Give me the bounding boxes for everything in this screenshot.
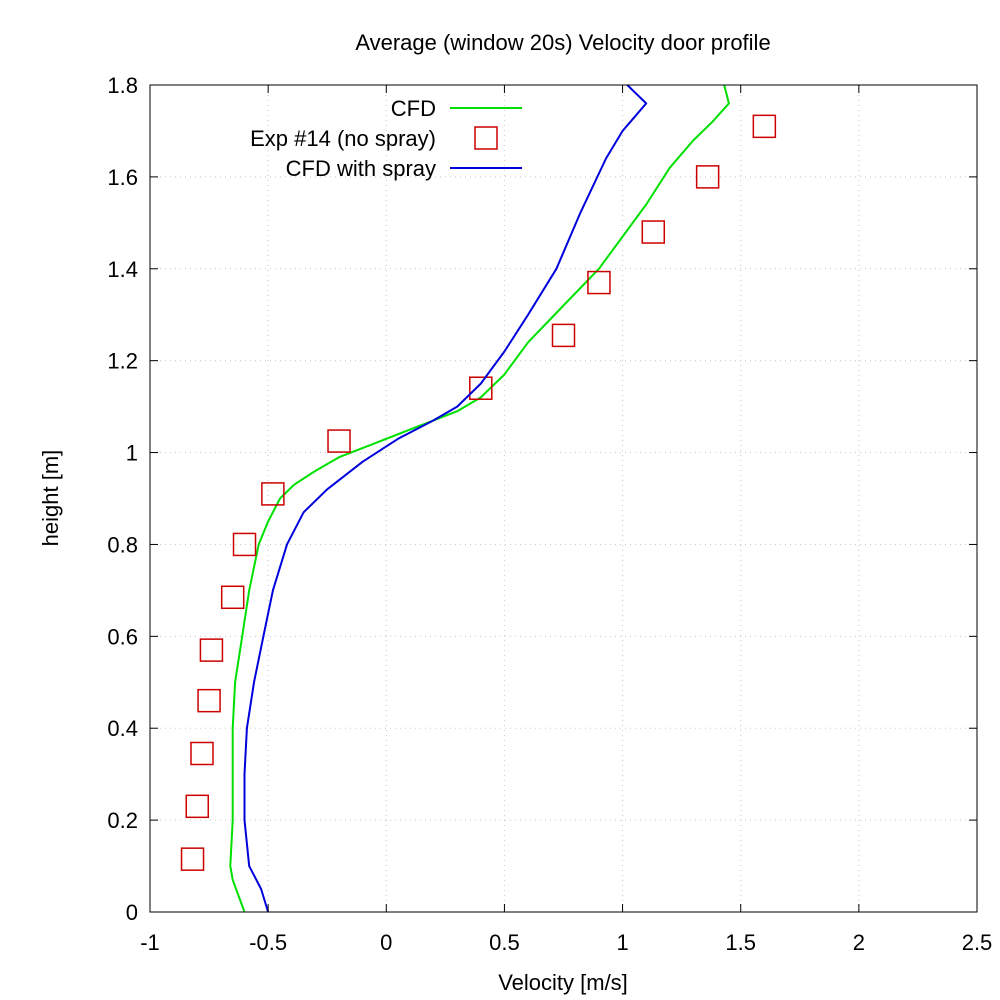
y-tick-label: 1.4 [107, 257, 138, 282]
x-tick-label: 1.5 [725, 930, 756, 955]
y-axis-label: height [m] [38, 450, 63, 547]
data-point [220, 585, 245, 610]
data-point [261, 482, 285, 506]
data-point [469, 376, 493, 400]
x-axis-label: Velocity [m/s] [498, 970, 628, 995]
legend-label: CFD [391, 96, 436, 121]
data-point [641, 220, 666, 244]
data-point [185, 794, 210, 819]
legend-swatch [474, 126, 498, 150]
x-tick-label: -1 [140, 930, 160, 955]
legend: CFD Exp #14 (no spray) CFD with spray [250, 96, 522, 181]
data-point [695, 165, 720, 189]
y-tick-label: 1.8 [107, 73, 138, 98]
series-2 [243, 84, 648, 913]
x-tick-label: 0.5 [489, 930, 520, 955]
ticks: -1 -0.5 0 0.5 1 1.5 2 2.5 0 0.2 0.4 0.6 0.8 1 1.2 1.4 1.… [107, 73, 992, 955]
data-point [587, 270, 611, 295]
series-0 [229, 84, 730, 913]
plot-frame [149, 84, 978, 913]
data-point [197, 688, 221, 713]
y-tick-label: 1.2 [107, 349, 138, 374]
data-point [190, 741, 214, 766]
x-tick-label: 2.5 [962, 930, 993, 955]
y-tick-label: 1 [126, 441, 138, 466]
data-point [327, 429, 351, 453]
data-point [551, 323, 576, 348]
series-layer [180, 84, 777, 913]
series-line [229, 84, 730, 913]
grid [150, 85, 977, 912]
x-tick-label: 2 [853, 930, 865, 955]
series-line [243, 84, 648, 913]
series-1 [180, 114, 777, 871]
x-tick-label: 0 [380, 930, 392, 955]
y-tick-label: 0.4 [107, 716, 138, 741]
data-point [199, 638, 224, 662]
legend-label: CFD with spray [286, 156, 436, 181]
x-tick-label: -0.5 [249, 930, 287, 955]
data-point [232, 532, 257, 557]
y-tick-label: 1.6 [107, 165, 138, 190]
y-tick-label: 0.2 [107, 808, 138, 833]
x-tick-label: 1 [616, 930, 628, 955]
chart-title: Average (window 20s) Velocity door profi… [355, 30, 770, 55]
y-tick-label: 0.8 [107, 532, 138, 557]
y-tick-label: 0.6 [107, 624, 138, 649]
legend-label: Exp #14 (no spray) [250, 126, 436, 151]
y-tick-label: 0 [126, 900, 138, 925]
data-point [180, 847, 205, 871]
data-point [752, 114, 777, 139]
